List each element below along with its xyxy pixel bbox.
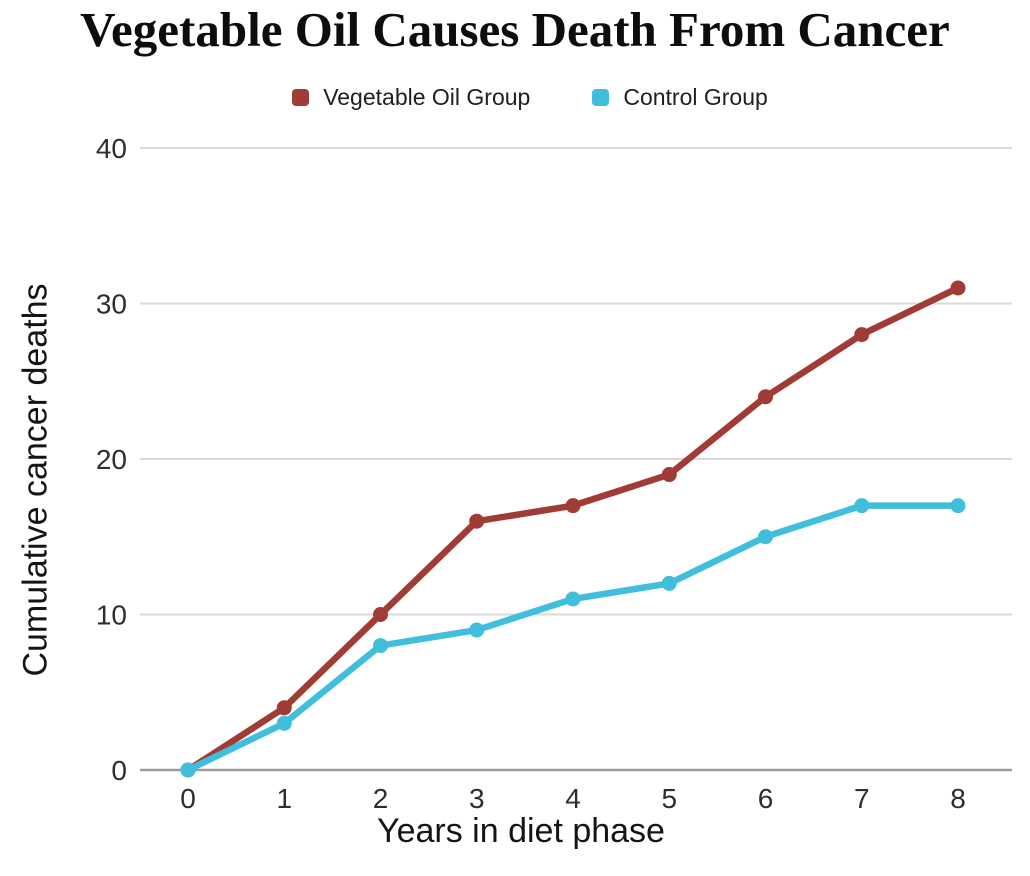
data-point-vegetable-oil-group <box>758 389 773 405</box>
legend-item-vegetable-oil-group: Vegetable Oil Group <box>292 86 530 109</box>
x-tick-label: 0 <box>180 783 196 814</box>
chart-title: Vegetable Oil Causes Death From Cancer <box>80 2 950 57</box>
data-point-vegetable-oil-group <box>469 513 485 529</box>
data-point-control-group <box>180 762 196 778</box>
legend: Vegetable Oil Group Control Group <box>30 86 1030 109</box>
data-point-vegetable-oil-group <box>565 498 581 514</box>
x-tick-label: 5 <box>661 783 677 814</box>
y-tick-label: 20 <box>96 444 127 475</box>
x-tick-label: 6 <box>758 783 774 814</box>
series-line-control-group <box>184 502 962 774</box>
legend-label-vegetable-oil-group: Vegetable Oil Group <box>323 84 531 110</box>
x-tick-label: 7 <box>854 783 870 814</box>
legend-item-control-group: Control Group <box>592 84 768 110</box>
data-point-control-group <box>469 622 485 638</box>
data-point-vegetable-oil-group <box>950 280 966 296</box>
data-point-control-group <box>565 591 581 607</box>
x-tick-label: 4 <box>565 783 581 814</box>
data-point-vegetable-oil-group <box>661 467 677 483</box>
series-line-vegetable-oil-group <box>184 284 962 774</box>
data-point-vegetable-oil-group <box>373 607 388 622</box>
y-tick-label: 40 <box>96 133 127 164</box>
x-axis-label: Years in diet phase <box>377 812 665 850</box>
y-tick-label: 30 <box>96 289 127 320</box>
y-tick-label: 0 <box>111 755 127 786</box>
y-tick-label: 10 <box>96 600 127 631</box>
x-tick-label: 3 <box>469 783 485 814</box>
x-tick-label: 1 <box>276 783 292 814</box>
legend-label-control-group: Control Group <box>623 84 768 110</box>
legend-swatch-vegetable-oil-group <box>292 89 310 106</box>
data-point-control-group <box>758 529 773 545</box>
data-point-control-group <box>854 498 870 514</box>
legend-swatch-control-group <box>592 89 610 106</box>
x-tick-label: 8 <box>950 783 966 814</box>
data-point-control-group <box>373 638 388 654</box>
x-tick-label: 2 <box>373 783 389 814</box>
data-point-vegetable-oil-group <box>854 327 870 343</box>
data-point-vegetable-oil-group <box>276 700 292 716</box>
data-point-control-group <box>950 498 966 514</box>
data-point-control-group <box>276 715 292 731</box>
data-point-control-group <box>661 575 677 591</box>
